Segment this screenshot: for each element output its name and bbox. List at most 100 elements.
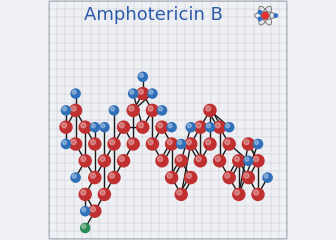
- Circle shape: [72, 90, 76, 94]
- Circle shape: [232, 188, 246, 201]
- Circle shape: [222, 171, 236, 184]
- Circle shape: [137, 72, 148, 82]
- Circle shape: [258, 17, 262, 21]
- Circle shape: [71, 140, 76, 145]
- Circle shape: [177, 190, 182, 195]
- Circle shape: [88, 171, 101, 184]
- Circle shape: [61, 105, 71, 116]
- Circle shape: [107, 171, 121, 184]
- Circle shape: [167, 140, 172, 145]
- Circle shape: [235, 190, 240, 195]
- Circle shape: [129, 106, 134, 111]
- Text: Amphotericin B: Amphotericin B: [84, 6, 223, 24]
- Circle shape: [165, 171, 178, 184]
- Circle shape: [126, 137, 140, 151]
- Circle shape: [213, 120, 226, 134]
- Circle shape: [242, 171, 255, 184]
- Circle shape: [226, 124, 230, 128]
- Circle shape: [79, 154, 92, 168]
- Circle shape: [59, 120, 73, 134]
- Circle shape: [184, 171, 198, 184]
- Circle shape: [185, 122, 196, 132]
- Circle shape: [88, 204, 101, 218]
- Circle shape: [242, 137, 255, 151]
- Circle shape: [126, 104, 140, 117]
- Circle shape: [88, 137, 101, 151]
- Circle shape: [186, 140, 192, 145]
- Circle shape: [224, 122, 235, 132]
- Circle shape: [107, 137, 121, 151]
- Circle shape: [136, 120, 150, 134]
- Circle shape: [264, 174, 268, 178]
- Circle shape: [117, 154, 130, 168]
- Circle shape: [89, 122, 100, 132]
- Circle shape: [80, 223, 90, 233]
- Circle shape: [186, 173, 192, 178]
- Circle shape: [138, 89, 143, 94]
- Circle shape: [225, 140, 230, 145]
- Circle shape: [194, 120, 207, 134]
- Circle shape: [128, 88, 138, 99]
- Circle shape: [225, 173, 230, 178]
- Circle shape: [101, 124, 105, 128]
- Circle shape: [194, 154, 207, 168]
- Circle shape: [110, 173, 115, 178]
- Circle shape: [61, 123, 67, 128]
- Circle shape: [158, 156, 163, 162]
- Circle shape: [82, 208, 86, 212]
- Circle shape: [196, 156, 201, 162]
- Circle shape: [262, 172, 273, 183]
- Circle shape: [274, 14, 278, 17]
- Circle shape: [61, 139, 71, 149]
- Circle shape: [69, 104, 82, 117]
- Circle shape: [254, 156, 259, 162]
- Circle shape: [147, 88, 158, 99]
- Circle shape: [174, 188, 188, 201]
- Circle shape: [111, 107, 115, 111]
- Circle shape: [244, 140, 249, 145]
- Circle shape: [81, 190, 86, 195]
- Circle shape: [90, 140, 95, 145]
- Circle shape: [148, 106, 153, 111]
- Circle shape: [81, 123, 86, 128]
- Circle shape: [253, 139, 263, 149]
- Circle shape: [213, 154, 226, 168]
- Circle shape: [206, 106, 211, 111]
- Circle shape: [91, 124, 95, 128]
- Circle shape: [254, 190, 259, 195]
- Circle shape: [100, 190, 105, 195]
- Circle shape: [109, 105, 119, 116]
- Circle shape: [149, 90, 153, 94]
- Circle shape: [155, 120, 169, 134]
- Circle shape: [165, 137, 178, 151]
- Circle shape: [244, 173, 249, 178]
- Circle shape: [119, 123, 124, 128]
- Circle shape: [80, 206, 90, 216]
- Circle shape: [110, 140, 115, 145]
- Circle shape: [90, 173, 95, 178]
- Circle shape: [81, 156, 86, 162]
- Circle shape: [90, 207, 95, 212]
- Circle shape: [136, 87, 150, 100]
- Circle shape: [146, 104, 159, 117]
- Circle shape: [157, 105, 167, 116]
- Circle shape: [70, 88, 81, 99]
- Circle shape: [232, 154, 246, 168]
- Circle shape: [196, 123, 201, 128]
- Circle shape: [69, 137, 82, 151]
- Circle shape: [98, 154, 111, 168]
- Circle shape: [206, 140, 211, 145]
- Circle shape: [203, 137, 217, 151]
- Circle shape: [203, 104, 217, 117]
- Circle shape: [258, 11, 262, 14]
- Circle shape: [251, 154, 265, 168]
- Circle shape: [139, 73, 143, 77]
- Circle shape: [245, 157, 249, 161]
- Circle shape: [130, 90, 134, 94]
- Circle shape: [82, 224, 86, 228]
- Circle shape: [215, 123, 220, 128]
- Circle shape: [79, 188, 92, 201]
- Circle shape: [166, 122, 177, 132]
- Circle shape: [243, 156, 254, 166]
- Circle shape: [71, 106, 76, 111]
